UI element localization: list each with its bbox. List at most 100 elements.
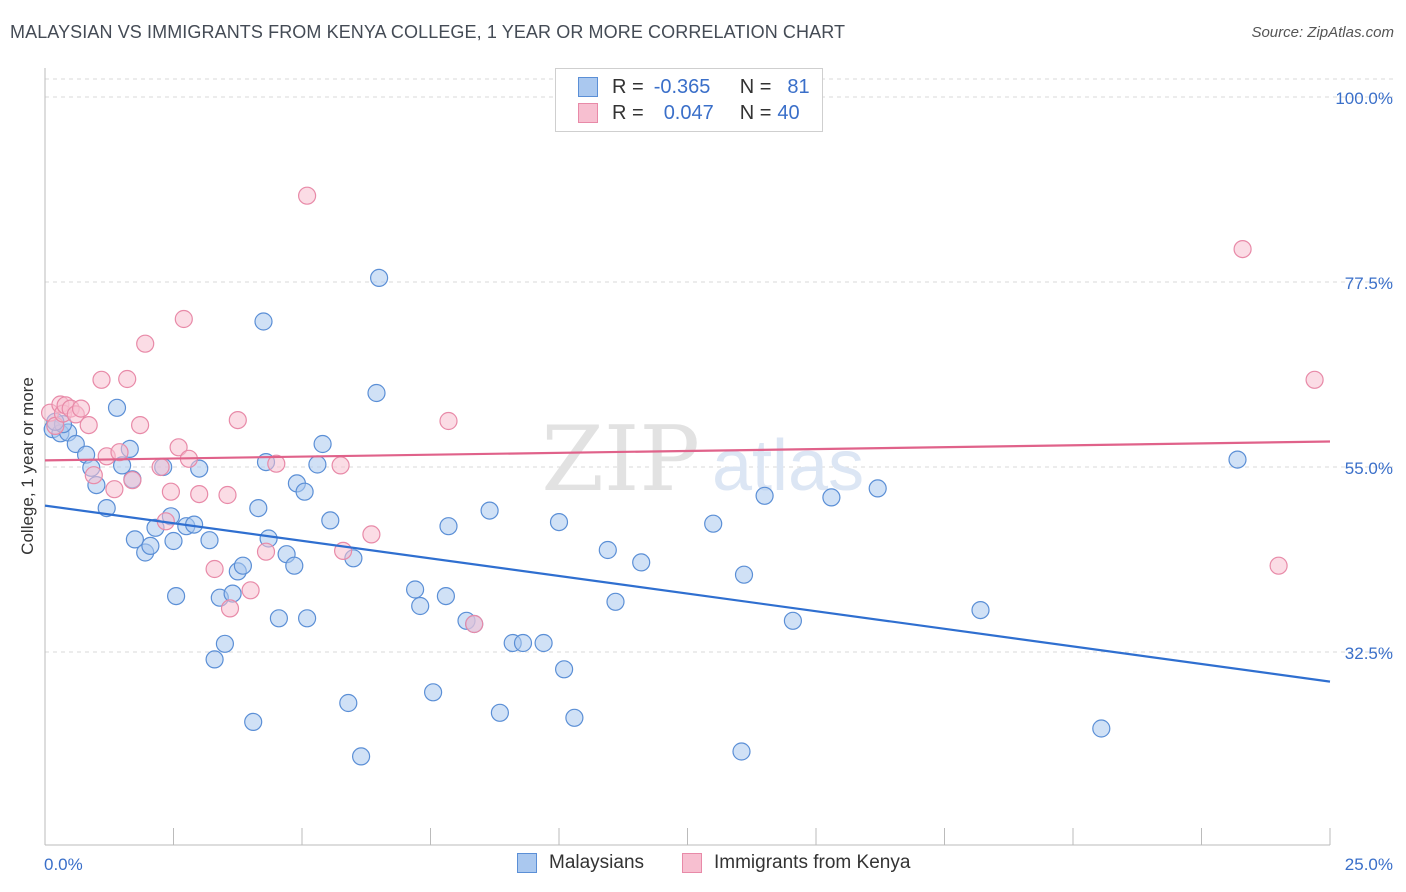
malaysian-point — [164, 531, 183, 551]
kenya-point — [110, 443, 129, 462]
malaysian-point — [141, 536, 160, 556]
malaysian-trend-line — [44, 504, 1331, 683]
legend-swatch-pink — [682, 853, 702, 873]
legend-item-malaysians: Malaysians — [517, 852, 644, 874]
legend-r-label: R = — [612, 101, 644, 124]
malaysian-point — [1228, 450, 1247, 469]
kenya-point — [136, 334, 155, 353]
malaysian-point — [223, 584, 242, 603]
kenya-point — [331, 456, 350, 475]
malaysian-point — [490, 703, 509, 722]
legend-n-label: N = — [739, 101, 772, 124]
malaysian-point — [244, 712, 263, 732]
malaysian-point — [632, 553, 651, 572]
legend-item-kenya: Immigrants from Kenya — [682, 852, 910, 874]
kenya-point — [190, 485, 209, 504]
malaysian-point — [734, 565, 754, 584]
trend-lines — [44, 440, 1331, 683]
malaysian-point — [205, 650, 224, 669]
kenya-point — [161, 482, 180, 501]
malaysian-point — [200, 531, 219, 550]
y-tick-label: 32.5% — [1345, 644, 1393, 663]
malaysian-point — [321, 511, 340, 530]
kenya-point — [123, 471, 142, 490]
malaysian-point — [554, 660, 574, 679]
kenya-point — [84, 466, 103, 485]
malaysian-point — [606, 592, 625, 611]
malaysian-point — [352, 747, 371, 766]
kenya-point — [298, 186, 317, 205]
malaysian-point — [367, 383, 386, 403]
kenya-point — [169, 438, 188, 457]
malaysian-point — [436, 586, 455, 606]
malaysian-point — [254, 312, 273, 331]
legend-label-malaysians: Malaysians — [549, 852, 645, 873]
tick-labels: 32.5% 55.0% 77.5% 100.0% 0.0% 25.0% — [44, 89, 1393, 874]
malaysian-point — [565, 708, 584, 727]
kenya-point — [1233, 240, 1252, 259]
legend-r-value: 0.047 — [663, 101, 714, 124]
malaysian-point — [513, 633, 533, 653]
malaysian-point — [411, 596, 430, 616]
malaysian-point — [1092, 719, 1111, 738]
y-tick-label: 77.5% — [1345, 274, 1393, 293]
malaysian-point — [971, 600, 990, 620]
kenya-point — [256, 542, 276, 561]
malaysian-point — [439, 517, 458, 536]
malaysian-point — [125, 530, 144, 549]
legend-swatch-blue — [517, 853, 537, 873]
kenya-trend-line — [44, 440, 1331, 462]
malaysian-point — [822, 488, 841, 507]
series-legend: Malaysians Immigrants from Kenya — [0, 852, 1406, 878]
kenya-point — [241, 581, 260, 600]
kenya-point — [220, 599, 240, 618]
watermark-zip: ZIP — [541, 407, 700, 512]
malaysian-point — [424, 683, 443, 702]
legend-label-kenya: Immigrants from Kenya — [714, 852, 911, 873]
kenya-point — [218, 485, 237, 505]
malaysian-point — [732, 742, 751, 761]
axes — [44, 68, 1331, 846]
source-label: Source: ZipAtlas.com — [1251, 24, 1394, 41]
kenya-point — [92, 370, 111, 389]
kenya-point — [151, 457, 170, 477]
kenya-point — [105, 480, 124, 499]
kenya-point — [79, 416, 98, 435]
kenya-point — [205, 559, 224, 579]
legend-n-label: N = — [739, 75, 772, 98]
malaysian-point — [97, 499, 116, 518]
malaysian-point — [107, 398, 127, 417]
legend-row-malaysians: R = -0.365 N = 81 — [578, 75, 810, 99]
malaysian-point — [868, 479, 887, 498]
kenya-point — [1305, 370, 1324, 389]
kenya-point — [118, 369, 137, 389]
kenya-point — [465, 614, 484, 634]
malaysian-point — [755, 486, 774, 505]
legend-n-value: 81 — [787, 75, 810, 98]
malaysian-point — [783, 611, 803, 630]
x-tick-label-max: 25.0% — [1345, 855, 1393, 874]
malaysian-point — [339, 693, 358, 713]
y-tick-label: 100.0% — [1335, 89, 1393, 108]
chart-title: MALAYSIAN VS IMMIGRANTS FROM KENYA COLLE… — [10, 22, 846, 42]
kenya-point — [1269, 556, 1288, 575]
legend-swatch-pink — [578, 103, 598, 123]
malaysian-point — [285, 556, 304, 575]
kenya-point — [267, 454, 286, 473]
legend-swatch-blue — [578, 77, 598, 97]
malaysian-point — [298, 609, 317, 628]
kenya-point — [131, 416, 150, 435]
watermark-atlas: atlas — [712, 426, 864, 506]
legend-r-label: R = — [612, 75, 644, 98]
kenya-point — [228, 411, 247, 430]
kenya-point — [362, 525, 381, 544]
correlation-legend: R = -0.365 N = 81 R = 0.047 N = 40 — [555, 68, 823, 132]
malaysian-point — [313, 434, 332, 454]
malaysian-point — [406, 580, 425, 599]
kenya-point — [71, 399, 91, 418]
malaysian-point — [598, 540, 617, 560]
kenya-point — [439, 411, 458, 431]
kenya-point — [174, 309, 193, 329]
malaysian-point — [269, 609, 288, 628]
